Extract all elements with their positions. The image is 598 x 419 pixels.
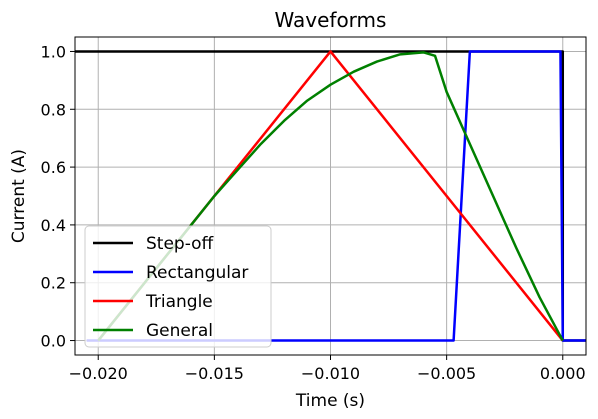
y-axis-label: Current (A) bbox=[9, 149, 29, 243]
x-tick-label: −0.005 bbox=[417, 364, 476, 383]
y-tick-label: 0.0 bbox=[41, 332, 66, 351]
y-tick-label: 1.0 bbox=[41, 42, 66, 61]
y-tick-label: 0.4 bbox=[41, 216, 66, 235]
legend-label-step-off: Step-off bbox=[146, 234, 215, 254]
legend-label-triangle: Triangle bbox=[145, 292, 213, 312]
x-axis-ticks: −0.020 −0.015 −0.010 −0.005 0.000 bbox=[69, 355, 586, 383]
x-axis-label: Time (s) bbox=[295, 391, 365, 411]
x-tick-label: −0.010 bbox=[301, 364, 360, 383]
legend-label-general: General bbox=[146, 321, 213, 341]
legend-box bbox=[84, 225, 272, 348]
legend-label-rectangular: Rectangular bbox=[146, 263, 248, 283]
legend: Step-off Rectangular Triangle General bbox=[84, 225, 272, 348]
x-tick-label: −0.015 bbox=[185, 364, 244, 383]
y-tick-label: 0.8 bbox=[41, 100, 66, 119]
series-line-rectangular bbox=[86, 50, 586, 342]
y-tick-label: 0.2 bbox=[41, 274, 66, 293]
y-axis-ticks: 0.0 0.2 0.4 0.6 0.8 1.0 bbox=[41, 42, 75, 351]
x-tick-label: 0.000 bbox=[540, 364, 586, 383]
y-tick-label: 0.6 bbox=[41, 158, 66, 177]
chart-title: Waveforms bbox=[275, 8, 387, 32]
x-tick-label: −0.020 bbox=[69, 364, 128, 383]
